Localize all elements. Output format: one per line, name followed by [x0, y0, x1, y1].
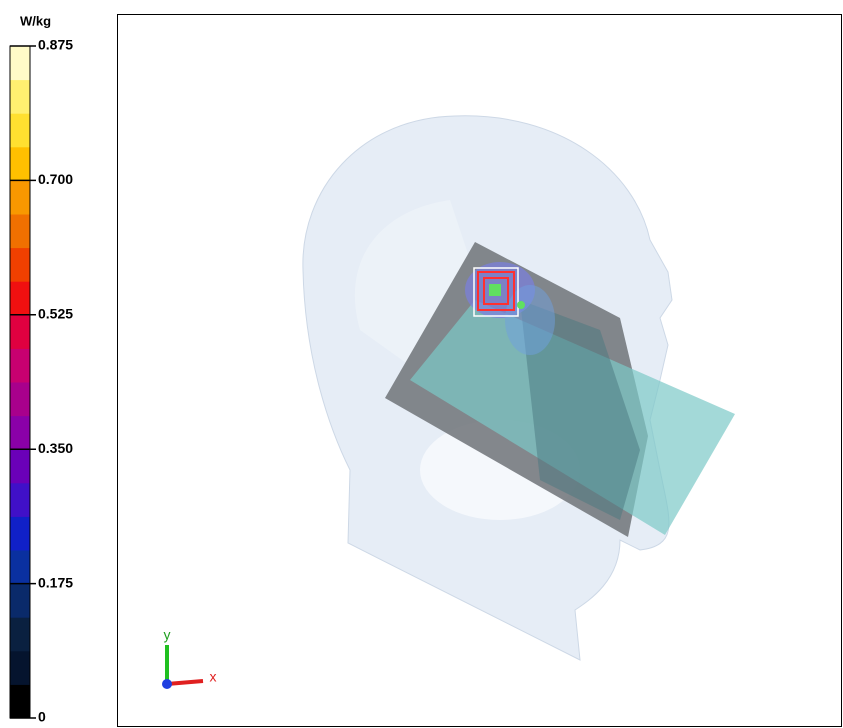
colorbar-band — [10, 583, 30, 618]
colorbar-tick-label: 0.875 — [38, 37, 73, 53]
colorbar-band — [10, 449, 30, 484]
colorbar-band — [10, 247, 30, 282]
colorbar-band — [10, 146, 30, 181]
colorbar-tick-label: 0.350 — [38, 440, 73, 456]
colorbar-band — [10, 46, 30, 81]
colorbar-band — [10, 314, 30, 349]
axis-label-y: y — [164, 627, 171, 643]
colorbar-band — [10, 482, 30, 517]
colorbar-band — [10, 180, 30, 215]
colorbar-band — [10, 79, 30, 114]
colorbar-band — [10, 382, 30, 417]
colorbar-band — [10, 348, 30, 383]
colorbar-band — [10, 650, 30, 685]
colorbar-band — [10, 415, 30, 450]
colorbar-unit: W/kg — [20, 13, 51, 28]
colorbar-band — [10, 281, 30, 316]
colorbar-band — [10, 617, 30, 652]
colorbar-tick-label: 0.700 — [38, 171, 73, 187]
phone-model — [385, 242, 735, 537]
colorbar-tick-label: 0 — [38, 709, 46, 725]
colorbar-band — [10, 516, 30, 551]
colorbar-tick-label: 0.525 — [38, 306, 73, 322]
colorbar-band — [10, 214, 30, 249]
colorbar-band — [10, 550, 30, 585]
colorbar-band — [10, 113, 30, 148]
colorbar-band — [10, 684, 30, 719]
axis-triad — [162, 645, 204, 689]
colorbar-tick-label: 0.175 — [38, 574, 73, 590]
axis-label-x: x — [210, 669, 217, 685]
